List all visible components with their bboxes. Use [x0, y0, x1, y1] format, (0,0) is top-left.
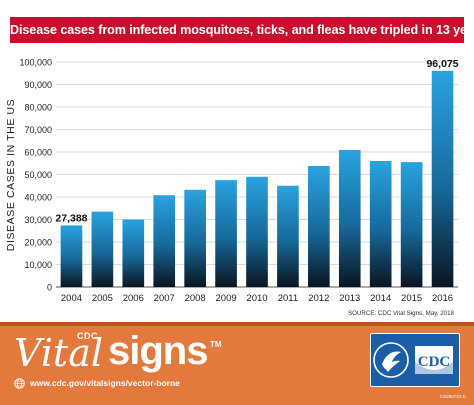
data-labels: 27,388 96,075 [55, 58, 458, 225]
x-tick-label: 2004 [61, 293, 82, 304]
data-label-2016: 96,075 [426, 58, 458, 70]
cdc-logo-icon: CDC [415, 346, 453, 374]
y-tick-labels: 0 10,000 20,000 30,000 40,000 50,000 60,000 70,… [19, 58, 52, 293]
agency-logos: CDC [370, 333, 460, 387]
y-tick-label: 90,000 [24, 80, 52, 90]
x-tick-label: 2014 [370, 293, 391, 304]
bar-2007 [153, 195, 176, 287]
y-tick-label: 0 [47, 283, 52, 293]
y-tick-label: 10,000 [24, 260, 52, 270]
x-tick-label: 2006 [123, 293, 144, 304]
bar-2006 [122, 219, 145, 287]
y-tick-label: 40,000 [24, 193, 52, 203]
logo-signs-text: signs [108, 329, 208, 373]
footer-stripe [0, 322, 474, 326]
x-tick-labels: 2004 2005 2006 2007 2008 2009 2010 2011 2012 2013… [61, 293, 453, 304]
x-tick-label: 2013 [339, 293, 360, 304]
x-tick-label: 2015 [401, 293, 422, 304]
logo-graphics: CDC [373, 342, 453, 378]
y-axis-label-wrap: DISEASE CASES IN THE US [0, 62, 22, 288]
y-tick-label: 60,000 [24, 148, 52, 158]
globe-icon [14, 377, 25, 389]
bar-2016 [431, 70, 454, 287]
y-tick-label: 50,000 [24, 170, 52, 180]
bar-2013 [338, 149, 361, 287]
cdc-logo-text: CDC [418, 354, 451, 370]
bar-chart: 0 10,000 20,000 30,000 40,000 50,000 60,000 70,… [19, 58, 458, 305]
y-tick-label: 30,000 [24, 215, 52, 225]
logo-trademark: TM [210, 340, 222, 349]
x-tick-label: 2007 [154, 293, 175, 304]
data-label-2004: 27,388 [55, 212, 87, 224]
logo-vital-text: Vital [14, 331, 104, 375]
hhs-eagle-icon [373, 342, 409, 378]
x-tick-label: 2010 [246, 293, 267, 304]
bar-2008 [184, 189, 206, 287]
bars [60, 70, 454, 287]
chart-title-banner: Disease cases from infected mosquitoes, … [10, 17, 474, 43]
y-axis-label: DISEASE CASES IN THE US [5, 98, 17, 252]
bar-2012 [308, 165, 330, 287]
x-tick-label: 2008 [185, 293, 206, 304]
x-tick-label: 2009 [216, 293, 237, 304]
x-tick-label: 2012 [308, 293, 329, 304]
x-tick-label: 2005 [92, 293, 113, 304]
x-tick-label: 2016 [432, 293, 453, 304]
logo-cdc-small: CDC [77, 331, 98, 341]
y-tick-label: 70,000 [24, 125, 52, 135]
y-tick-label: 80,000 [24, 103, 52, 113]
bar-2011 [277, 185, 299, 287]
bar-2010 [246, 176, 268, 287]
x-tick-label: 2011 [278, 293, 298, 304]
website-url[interactable]: www.cdc.gov/vitalsigns/vector-borne [30, 378, 180, 388]
document-code: CS290731-C [439, 394, 466, 399]
bar-2005 [91, 211, 114, 287]
bar-2014 [369, 161, 392, 287]
y-tick-label: 100,000 [19, 58, 52, 68]
bar-2004 [60, 225, 83, 287]
website-link[interactable]: www.cdc.gov/vitalsigns/vector-borne [14, 376, 180, 390]
y-tick-label: 20,000 [24, 238, 52, 248]
bar-2015 [400, 162, 423, 287]
bar-2009 [215, 180, 237, 287]
source-note: SOURCE: CDC Vital Signs, May, 2018 [347, 310, 454, 317]
